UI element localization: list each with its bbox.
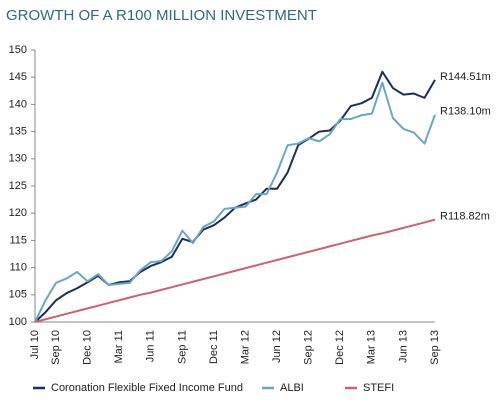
x-tick-label: Jun 11 [145, 330, 157, 362]
y-tick-label: 110 [9, 262, 27, 274]
x-tick-label: Sep 12 [303, 330, 315, 365]
y-tick-label: 115 [9, 234, 27, 246]
x-tick-label: Sep 11 [176, 330, 188, 364]
x-tick-label: Sep 10 [50, 330, 62, 365]
legend-label: STEFI [363, 382, 394, 394]
x-tick-label: Dec 11 [208, 330, 220, 364]
x-tick-label: Mar 13 [366, 330, 378, 364]
y-tick-label: 105 [9, 289, 27, 301]
y-tick-label: 125 [9, 180, 27, 192]
y-tick-label: 145 [9, 71, 27, 83]
end-label: R118.82m [440, 211, 490, 223]
end-label: R138.10m [440, 106, 491, 118]
x-tick-label: Mar 11 [113, 330, 125, 363]
y-tick-label: 130 [9, 153, 27, 165]
legend-label: ALBI [280, 382, 304, 394]
x-tick-label: Jul 10 [29, 330, 41, 359]
y-tick-label: 140 [9, 98, 27, 110]
series-line [34, 81, 436, 323]
x-tick-label: Dec 12 [334, 330, 346, 365]
y-tick-label: 135 [9, 126, 27, 138]
x-tick-label: Jun 13 [397, 330, 409, 363]
x-tick-label: Mar 12 [239, 330, 251, 364]
y-tick-label: 120 [9, 207, 27, 219]
x-tick-label: Sep 13 [429, 330, 441, 365]
legend-label: Coronation Flexible Fixed Income Fund [51, 382, 243, 394]
x-tick-label: Jun 12 [271, 330, 283, 363]
series-line [34, 218, 436, 323]
chart-title: GROWTH OF A R100 MILLION INVESTMENT [6, 7, 317, 24]
y-tick-label: 100 [9, 316, 27, 328]
y-tick-label: 150 [9, 44, 27, 56]
x-tick-label: Dec 10 [82, 330, 94, 365]
series-line [34, 70, 436, 323]
end-label: R144.51m [440, 71, 491, 83]
